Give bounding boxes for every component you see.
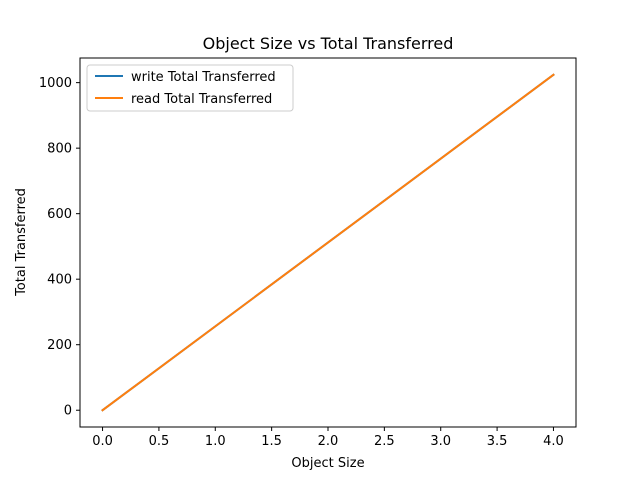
x-tick-label: 4.0 xyxy=(543,434,564,449)
x-tick-label: 0.5 xyxy=(149,434,170,449)
y-tick-label: 200 xyxy=(47,338,72,353)
y-tick-label: 1000 xyxy=(39,76,72,91)
legend-label-read: read Total Transferred xyxy=(131,92,272,107)
x-axis-ticks: 0.0 0.5 1.0 1.5 2.0 2.5 3.0 3.5 4.0 xyxy=(92,427,564,449)
x-tick-label: 2.5 xyxy=(374,434,395,449)
y-tick-label: 800 xyxy=(47,142,72,157)
x-tick-label: 2.0 xyxy=(318,434,339,449)
y-axis-ticks: 0 200 400 600 800 1000 xyxy=(39,76,80,419)
x-axis-label: Object Size xyxy=(291,456,364,471)
x-tick-label: 3.0 xyxy=(430,434,451,449)
x-tick-label: 1.5 xyxy=(261,434,282,449)
y-tick-label: 400 xyxy=(47,273,72,288)
y-tick-label: 0 xyxy=(64,404,72,419)
series-line-read xyxy=(101,73,555,412)
series-layer xyxy=(101,73,555,412)
plot-area xyxy=(79,57,577,428)
y-axis-label: Total Transferred xyxy=(14,188,29,297)
x-tick-label: 0.0 xyxy=(92,434,113,449)
legend: write Total Transferred read Total Trans… xyxy=(86,64,294,112)
x-tick-label: 1.0 xyxy=(205,434,226,449)
legend-label-write: write Total Transferred xyxy=(131,70,276,85)
chart-title: Object Size vs Total Transferred xyxy=(203,34,454,53)
y-tick-label: 600 xyxy=(47,207,72,222)
x-tick-label: 3.5 xyxy=(487,434,508,449)
legend-frame xyxy=(86,64,294,112)
